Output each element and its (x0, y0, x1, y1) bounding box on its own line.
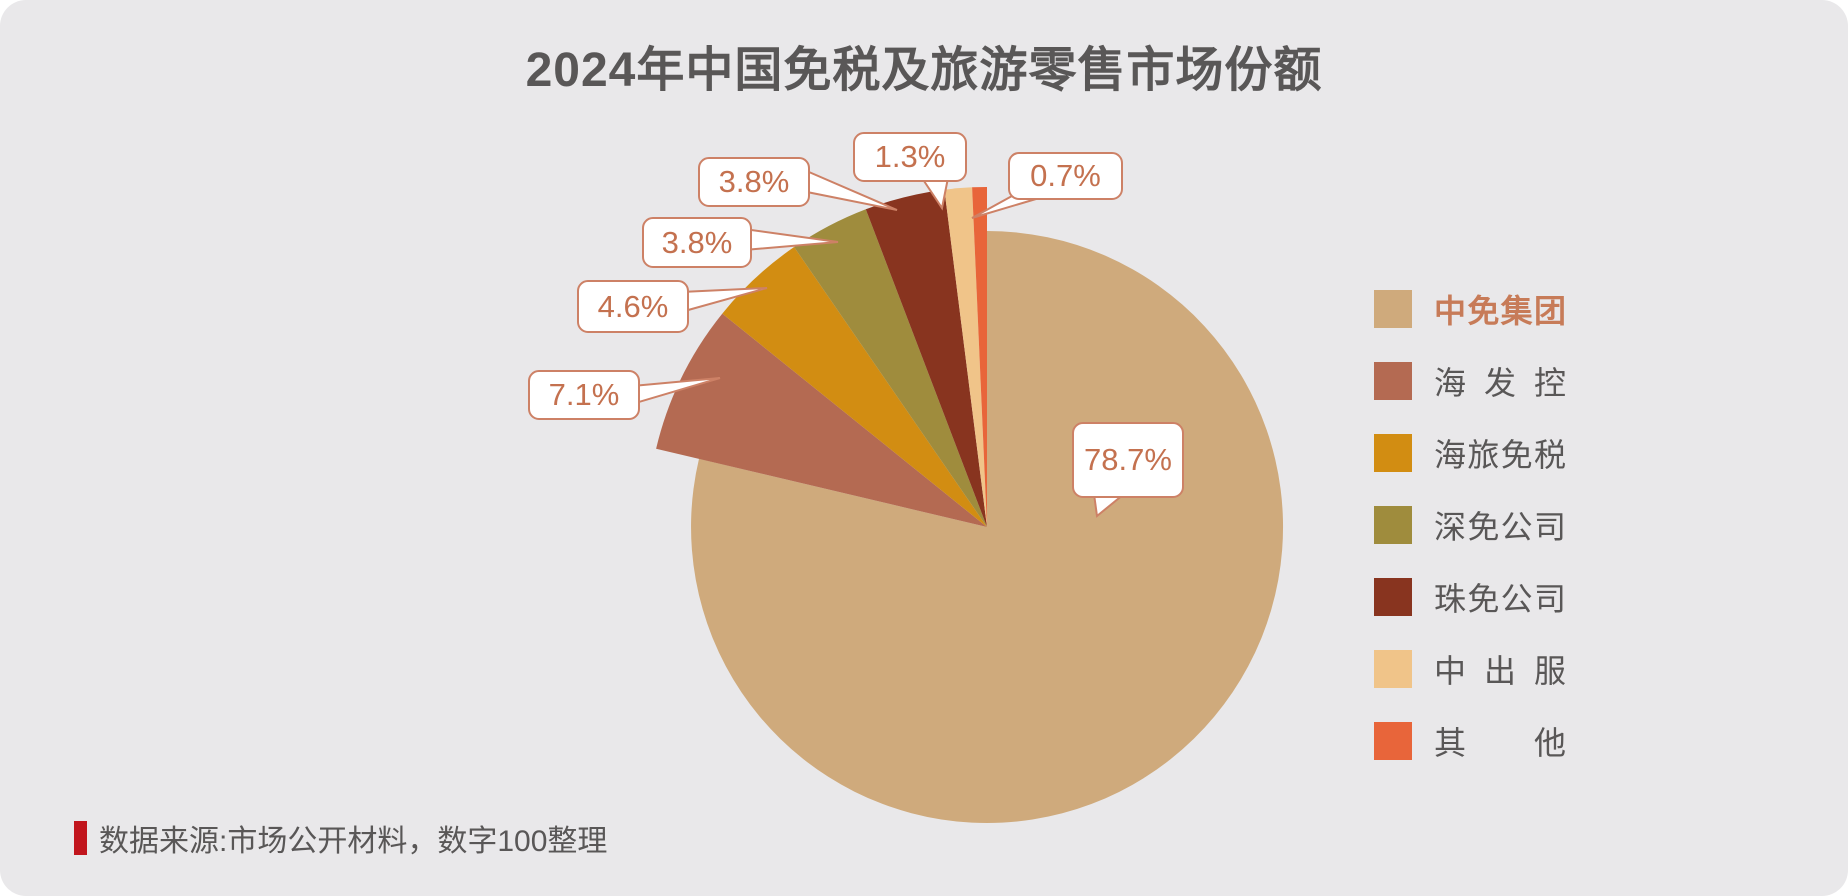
pie-slice-2 (656, 313, 987, 527)
data-label-珠免公司: 3.8% (698, 157, 810, 207)
legend-item-中免集团: 中免集团 (1374, 290, 1566, 329)
data-label-海旅免税: 4.6% (577, 280, 689, 333)
legend-swatch-icon (1374, 722, 1412, 760)
data-label-中出服: 1.3% (853, 132, 967, 182)
data-label-中免集团: 78.7% (1072, 422, 1184, 498)
pie-slice-4 (794, 209, 987, 528)
source-text: 数据来源:市场公开材料，数字100整理 (99, 825, 608, 858)
pie-slice-7 (972, 186, 987, 527)
legend-swatch-icon (1374, 362, 1412, 400)
legend-item-其他: 其他 (1374, 722, 1566, 761)
data-label-深免公司: 3.8% (642, 217, 752, 268)
pie-slice-5 (865, 189, 987, 527)
legend-item-深免公司: 深免公司 (1374, 506, 1566, 545)
legend-label: 其他 (1434, 725, 1566, 761)
legend-label: 海旅免税 (1434, 437, 1566, 473)
pie-slice-1 (691, 231, 1284, 823)
legend-swatch-icon (1374, 578, 1412, 616)
legend-label: 珠免公司 (1434, 581, 1566, 617)
legend-label: 中免集团 (1434, 293, 1566, 329)
pie-slice-3 (722, 247, 987, 527)
legend-item-海旅免税: 海旅免税 (1374, 434, 1566, 473)
source-note: 数据来源:市场公开材料，数字100整理 (74, 816, 607, 860)
data-label-其他: 0.7% (1008, 152, 1123, 200)
legend-swatch-icon (1374, 290, 1412, 328)
legend-swatch-icon (1374, 650, 1412, 688)
legend-label: 深免公司 (1434, 509, 1566, 545)
legend-item-中出服: 中出服 (1374, 650, 1566, 689)
pie-slice-6 (944, 187, 987, 528)
legend: 中免集团海发控海旅免税深免公司珠免公司中出服其他 (1374, 290, 1566, 794)
legend-item-海发控: 海发控 (1374, 362, 1566, 401)
legend-label: 中出服 (1434, 653, 1566, 689)
accent-bar-icon (74, 821, 87, 855)
legend-item-珠免公司: 珠免公司 (1374, 578, 1566, 617)
legend-swatch-icon (1374, 434, 1412, 472)
legend-swatch-icon (1374, 506, 1412, 544)
chart-title: 2024年中国免税及旅游零售市场份额 (525, 44, 1323, 97)
data-label-海发控: 7.1% (528, 370, 640, 420)
legend-label: 海发控 (1434, 365, 1566, 401)
